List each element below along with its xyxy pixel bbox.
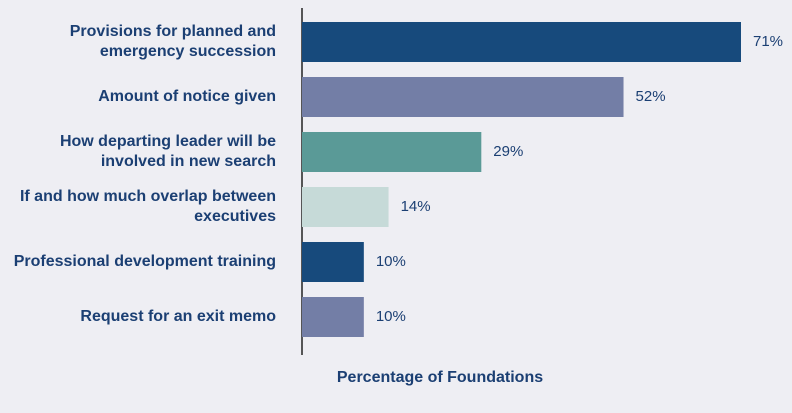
value-label: 10% bbox=[376, 308, 406, 325]
category-label: How departing leader will be involved in… bbox=[59, 133, 276, 170]
category-label: Request for an exit memo bbox=[80, 308, 276, 325]
x-axis-title: Percentage of Foundations bbox=[337, 369, 543, 386]
category-label: Provisions for planned and emergency suc… bbox=[69, 23, 276, 60]
value-label: 29% bbox=[493, 143, 523, 160]
bar bbox=[302, 132, 482, 172]
bar bbox=[302, 297, 364, 337]
value-label: 71% bbox=[753, 33, 783, 50]
bar bbox=[302, 187, 389, 227]
value-label: 10% bbox=[376, 253, 406, 270]
bar bbox=[302, 22, 741, 62]
bar bbox=[302, 242, 364, 282]
category-label: Amount of notice given bbox=[98, 88, 276, 105]
value-label: 52% bbox=[636, 88, 666, 105]
category-label: If and how much overlap between executiv… bbox=[19, 188, 276, 225]
bar bbox=[302, 77, 624, 117]
category-label: Professional development training bbox=[13, 253, 276, 270]
value-label: 14% bbox=[401, 198, 431, 215]
